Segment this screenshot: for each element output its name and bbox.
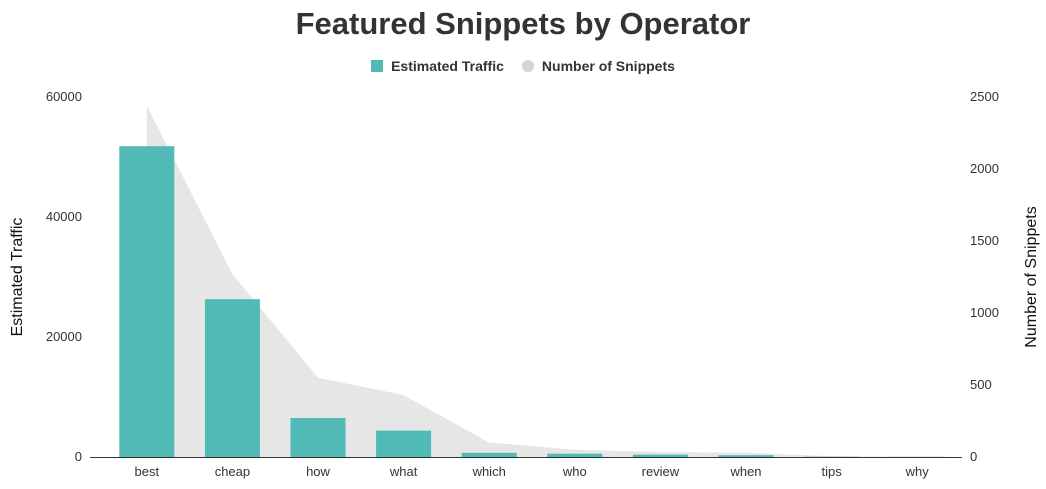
y-left-tick-label: 20000 [46,329,82,344]
x-tick-label: how [306,464,330,479]
y-right-tick-label: 2000 [970,161,999,176]
y-left-tick-label: 60000 [46,89,82,104]
y-axis-title-left: Estimated Traffic [9,218,26,337]
y-right-tick-label: 500 [970,377,992,392]
area-number-of-snippets[interactable] [146,105,918,457]
x-tick-label: cheap [215,464,250,479]
legend-label-estimated-traffic: Estimated Traffic [391,58,504,74]
bar-which[interactable] [461,452,517,457]
y-left-tick-label: 0 [75,449,82,464]
bar-how[interactable] [290,418,346,457]
legend-item-estimated-traffic[interactable]: Estimated Traffic [371,58,504,74]
y-right-tick-label: 1500 [970,233,999,248]
y-right-tick-label: 1000 [970,305,999,320]
bar-best[interactable] [119,146,175,457]
legend: Estimated Traffic Number of Snippets [0,58,1046,74]
y-axis-title-right: Number of Snippets [1023,206,1040,347]
x-tick-label: when [729,464,761,479]
legend-swatch-number-of-snippets [521,60,534,72]
x-tick-label: review [642,464,680,479]
x-tick-label: why [905,464,930,479]
x-tick-label: tips [821,464,842,479]
legend-label-number-of-snippets: Number of Snippets [541,58,675,74]
x-tick-label: best [135,464,160,479]
bar-when[interactable] [718,455,774,457]
bar-review[interactable] [632,454,688,457]
bar-who[interactable] [547,453,603,457]
legend-item-number-of-snippets[interactable]: Number of Snippets [521,58,675,74]
bar-what[interactable] [376,430,432,457]
y-right-tick-label: 0 [970,449,977,464]
y-right-tick-label: 2500 [970,89,999,104]
y-left-tick-label: 40000 [46,209,82,224]
bar-cheap[interactable] [204,299,260,457]
chart-title: Featured Snippets by Operator [295,6,751,41]
x-tick-label: what [389,464,418,479]
legend-swatch-estimated-traffic [371,60,384,72]
x-tick-label: which [472,464,506,479]
x-tick-label: who [562,464,587,479]
